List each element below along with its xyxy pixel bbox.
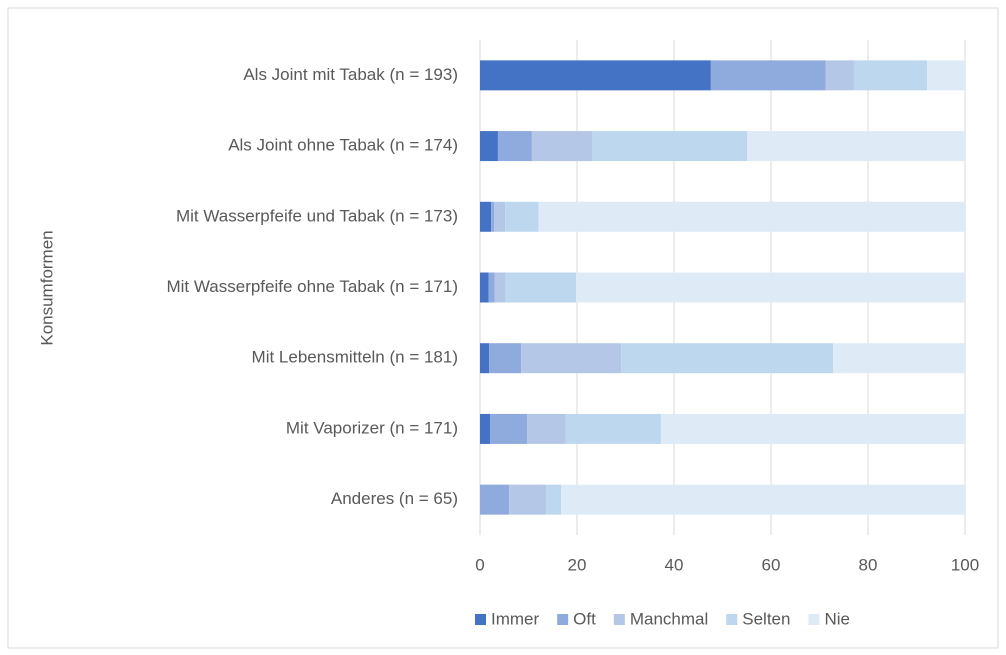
x-tick-label: 80 — [859, 555, 878, 574]
y-tick-label: Mit Vaporizer (n = 171) — [286, 418, 458, 437]
bar-segment — [505, 201, 539, 232]
bar-segment — [531, 131, 593, 162]
bar-segment — [505, 272, 577, 303]
legend-swatch — [726, 614, 738, 625]
bar-segment — [825, 60, 854, 91]
bar-segment — [833, 343, 965, 374]
y-tick-label: Als Joint mit Tabak (n = 193) — [243, 65, 458, 84]
bar-segment — [480, 272, 489, 303]
bar-segment — [538, 201, 965, 232]
bar-segment — [527, 413, 566, 444]
x-tick-label: 60 — [762, 555, 781, 574]
legend-label: Manchmal — [630, 609, 708, 628]
bar-segment — [480, 343, 490, 374]
y-tick-label: Anderes (n = 65) — [331, 489, 458, 508]
legend-label: Immer — [491, 609, 540, 628]
legend-swatch — [613, 614, 625, 625]
legend-label: Oft — [573, 609, 596, 628]
bar-segment — [490, 413, 528, 444]
legend-label: Selten — [742, 609, 790, 628]
bar-segment — [560, 484, 965, 515]
bar-segment — [853, 60, 928, 91]
x-tick-label: 100 — [951, 555, 979, 574]
bar-segment — [521, 343, 622, 374]
y-tick-label: Mit Wasserpfeife und Tabak (n = 173) — [176, 206, 458, 225]
y-tick-label: Als Joint ohne Tabak (n = 174) — [228, 136, 458, 155]
bar-segment — [480, 413, 491, 444]
bar-segment — [565, 413, 661, 444]
y-tick-label: Mit Wasserpfeife ohne Tabak (n = 171) — [166, 277, 458, 296]
chart-frame — [7, 7, 999, 649]
bar-segment — [489, 343, 522, 374]
bar-segment — [710, 60, 826, 91]
bar-segment — [747, 131, 965, 162]
bar-segment — [621, 343, 834, 374]
x-tick-label: 40 — [665, 555, 684, 574]
bar-segment — [927, 60, 965, 91]
bar-segment — [494, 272, 506, 303]
bar-segment — [592, 131, 748, 162]
bar-segment — [480, 484, 510, 515]
legend-swatch — [475, 614, 487, 625]
bar-segment — [545, 484, 561, 515]
bar-segment — [509, 484, 546, 515]
bar-segment — [488, 272, 495, 303]
y-tick-label: Mit Lebensmitteln (n = 181) — [252, 348, 458, 367]
bar-segment — [497, 131, 532, 162]
x-tick-label: 20 — [568, 555, 587, 574]
y-axis-label: Konsumformen — [37, 230, 56, 345]
bar-segment — [494, 201, 506, 232]
legend-label: Nie — [824, 609, 850, 628]
legend-swatch — [808, 614, 820, 625]
bar-segment — [576, 272, 965, 303]
legend-swatch — [557, 614, 569, 625]
x-tick-label: 0 — [475, 555, 484, 574]
bar-segment — [491, 201, 495, 232]
bar-segment — [480, 60, 711, 91]
bar-segment — [660, 413, 965, 444]
bar-segment — [480, 131, 498, 162]
bar-segment — [480, 201, 492, 232]
